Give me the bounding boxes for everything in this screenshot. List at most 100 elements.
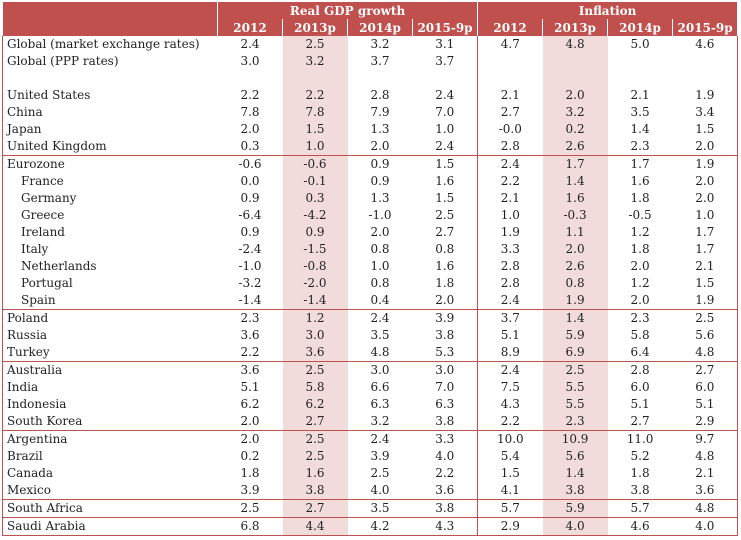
row-label: Brazil: [2, 448, 218, 465]
row-label: Russia: [2, 327, 218, 344]
value-cell: 4.2: [347, 517, 413, 536]
column-header-row: 2012 2013p 2014p 2015-9p 2012 2013p 2014…: [2, 19, 739, 36]
table-row: China 7.8 7.8 7.9 7.0 2.7 3.2 3.5 3.4: [2, 104, 739, 121]
value-cell: 5.3: [412, 344, 478, 362]
value-cell: [282, 70, 348, 87]
value-cell: 5.4: [477, 448, 543, 465]
value-cell: 3.7: [477, 309, 543, 327]
value-cell: 3.6: [412, 482, 478, 500]
value-cell: 0.8: [370, 242, 390, 256]
value-cell: -0.5: [628, 208, 652, 222]
value-cell: 3.9: [435, 311, 455, 325]
table-row: Greece -6.4 -4.2 -1.0 2.5 1.0 -0.3 -0.5 1.0: [2, 207, 739, 224]
value-cell: 4.3: [412, 517, 478, 536]
value-cell: 2.7: [435, 225, 455, 239]
column-header: 2015-9p: [672, 19, 739, 36]
value-cell: [477, 53, 543, 70]
value-cell: 5.1: [477, 327, 543, 344]
table-row: Russia 3.6 3.0 3.5 3.8 5.1 5.9 5.8 5.6: [2, 327, 739, 344]
group-header-gdp: Real GDP growth: [217, 2, 479, 19]
value-cell: 1.2: [630, 276, 650, 290]
column-header: 2014p: [607, 19, 674, 36]
table-row: France 0.0 -0.1 0.9 1.6 2.2 1.4 1.6 2.0: [2, 173, 739, 190]
value-cell: 1.7: [630, 157, 650, 171]
value-cell: 2.5: [435, 208, 455, 222]
value-cell: 3.7: [435, 54, 455, 68]
row-label: Poland: [2, 309, 218, 327]
value-cell: 4.6: [607, 517, 673, 536]
value-cell: 1.5: [477, 465, 543, 482]
value-cell: 2.1: [630, 88, 650, 102]
value-cell: 1.6: [630, 174, 650, 188]
value-cell: 0.9: [370, 157, 390, 171]
value-cell: 1.5: [435, 157, 455, 171]
value-cell: 3.8: [282, 482, 348, 500]
value-cell: 3.2: [347, 413, 413, 431]
value-cell: 3.0: [240, 54, 260, 68]
value-cell: 3.6: [240, 363, 260, 377]
value-cell: 2.0: [672, 190, 739, 207]
value-cell: 1.9: [672, 87, 739, 104]
value-cell: [542, 70, 608, 87]
value-cell: 2.9: [477, 517, 543, 536]
value-cell: 7.0: [435, 105, 455, 119]
row-label: Portugal: [2, 275, 218, 292]
column-header: 2013p: [282, 19, 348, 36]
value-cell: 3.2: [542, 104, 608, 121]
value-cell: 3.8: [412, 499, 478, 518]
value-cell: -1.0: [238, 259, 262, 273]
row-label: India: [2, 379, 218, 396]
table-row: Canada 1.8 1.6 2.5 2.2 1.5 1.4 1.8 2.1: [2, 465, 739, 482]
value-cell: 2.5: [282, 448, 348, 465]
value-cell: -1.4: [282, 292, 348, 310]
value-cell: 2.2: [282, 87, 348, 104]
table-row: Italy -2.4 -1.5 0.8 0.8 3.3 2.0 1.8 1.7: [2, 241, 739, 258]
value-cell: 2.6: [542, 258, 608, 275]
value-cell: 5.1: [240, 380, 260, 394]
value-cell: 6.0: [630, 380, 650, 394]
row-label: Mexico: [2, 482, 218, 500]
value-cell: 4.7: [477, 36, 543, 53]
value-cell: 1.9: [672, 155, 739, 173]
value-cell: 1.0: [370, 259, 390, 273]
value-cell: 3.8: [607, 482, 673, 500]
value-cell: 5.1: [630, 397, 650, 411]
value-cell: 1.9: [672, 292, 739, 310]
corner-cell: [2, 2, 218, 19]
value-cell: 4.4: [282, 517, 348, 536]
value-cell: 1.6: [435, 259, 455, 273]
value-cell: 2.4: [370, 311, 390, 325]
table-row: Portugal -3.2 -2.0 0.8 1.8 2.8 0.8 1.2 1.5: [2, 275, 739, 292]
value-cell: 1.4: [542, 465, 608, 482]
value-cell: 1.9: [477, 224, 543, 241]
value-cell: 7.5: [477, 379, 543, 396]
value-cell: 0.3: [217, 138, 283, 156]
value-cell: 3.6: [282, 344, 348, 362]
column-header: 2014p: [347, 19, 413, 36]
spacer-row: [2, 70, 739, 87]
value-cell: 4.0: [542, 517, 608, 536]
value-cell: 2.4: [477, 292, 543, 310]
value-cell: 1.8: [435, 276, 455, 290]
table-row: South Africa 2.5 2.7 3.5 3.8 5.7 5.9 5.7 4.8: [2, 499, 739, 518]
value-cell: 3.5: [630, 105, 650, 119]
value-cell: 5.1: [672, 396, 739, 413]
value-cell: 2.3: [630, 311, 650, 325]
value-cell: 0.4: [347, 292, 413, 310]
value-cell: 6.9: [542, 344, 608, 362]
value-cell: 3.6: [240, 328, 260, 342]
value-cell: 0.9: [240, 225, 260, 239]
value-cell: 8.9: [477, 344, 543, 362]
value-cell: 2.0: [542, 87, 608, 104]
value-cell: [413, 70, 478, 87]
table-row: Turkey 2.2 3.6 4.8 5.3 8.9 6.9 6.4 4.8: [2, 344, 739, 362]
row-label: Eurozone: [2, 155, 218, 173]
value-cell: 0.8: [542, 275, 608, 292]
value-cell: 1.1: [542, 224, 608, 241]
table-row: Indonesia 6.2 6.2 6.3 6.3 4.3 5.5 5.1 5.1: [2, 396, 739, 413]
row-label: South Korea: [2, 413, 218, 431]
row-label: Turkey: [2, 344, 218, 362]
value-cell: 5.2: [630, 449, 650, 463]
value-cell: 1.5: [435, 191, 455, 205]
value-cell: [672, 70, 739, 87]
